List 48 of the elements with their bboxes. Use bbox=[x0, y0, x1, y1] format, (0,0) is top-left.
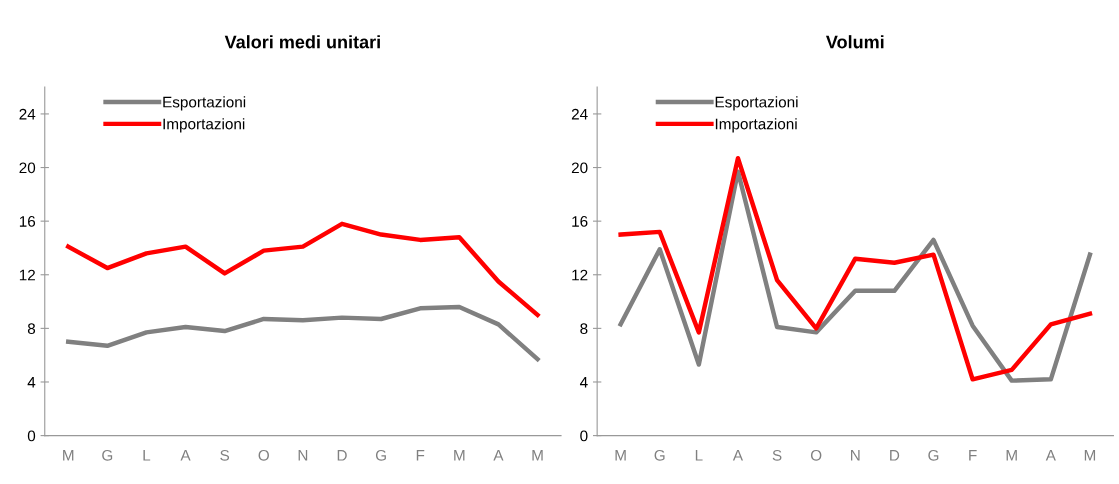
y-tick-label: 20 bbox=[19, 162, 36, 174]
x-tick-label: G bbox=[375, 449, 386, 461]
legend-label: Esportazioni bbox=[163, 96, 246, 111]
y-tick-label: 16 bbox=[572, 216, 588, 227]
y-tick-label: 20 bbox=[571, 162, 588, 174]
x-tick-label: M bbox=[532, 450, 543, 461]
y-tick-label: 4 bbox=[27, 377, 36, 388]
legend-label: Esportazioni bbox=[715, 96, 798, 111]
x-tick-label: O bbox=[810, 449, 822, 461]
line-series bbox=[66, 304, 540, 362]
x-tick-label: A bbox=[732, 450, 744, 461]
x-tick-label: N bbox=[851, 450, 860, 461]
x-tick-label: G bbox=[928, 449, 939, 461]
line-series bbox=[66, 221, 540, 318]
x-tick-label: A bbox=[1045, 450, 1056, 461]
x-tick-label: D bbox=[337, 450, 347, 461]
x-tick-label: G bbox=[102, 449, 113, 461]
y-tick-label: 16 bbox=[19, 216, 36, 227]
x-tick-label: A bbox=[180, 450, 191, 461]
y-tick-label: 12 bbox=[19, 269, 35, 281]
y-tick-label: 0 bbox=[580, 430, 588, 442]
y-tick-label: 8 bbox=[27, 323, 36, 335]
y-tick-label: 24 bbox=[571, 108, 588, 120]
y-tick-label: 4 bbox=[579, 377, 588, 388]
y-tick-label: 8 bbox=[580, 323, 588, 335]
x-tick-label: N bbox=[298, 450, 308, 461]
x-tick-label: M bbox=[63, 450, 74, 461]
chart-title: Valori medi unitari bbox=[224, 35, 380, 49]
y-tick-label: 12 bbox=[572, 269, 588, 281]
x-tick-label: G bbox=[654, 449, 665, 461]
x-tick-label: L bbox=[143, 450, 151, 461]
x-tick-label: F bbox=[416, 450, 425, 461]
legend-label: Importazioni bbox=[715, 118, 797, 133]
x-tick-label: F bbox=[969, 450, 977, 461]
x-tick-label: S bbox=[220, 449, 230, 461]
x-tick-label: L bbox=[695, 450, 703, 461]
x-tick-label: M bbox=[1084, 450, 1096, 461]
x-tick-label: D bbox=[890, 450, 900, 461]
x-tick-label: M bbox=[1006, 450, 1017, 461]
y-tick-label: 0 bbox=[27, 430, 36, 442]
y-tick-label: 24 bbox=[19, 108, 36, 120]
x-tick-label: M bbox=[615, 450, 626, 461]
x-tick-label: O bbox=[258, 449, 269, 461]
chart-title: Volumi bbox=[825, 35, 884, 49]
x-tick-label: M bbox=[454, 450, 465, 461]
legend-label: Importazioni bbox=[163, 118, 245, 133]
x-tick-label: S bbox=[772, 449, 782, 461]
x-tick-label: A bbox=[493, 450, 504, 461]
